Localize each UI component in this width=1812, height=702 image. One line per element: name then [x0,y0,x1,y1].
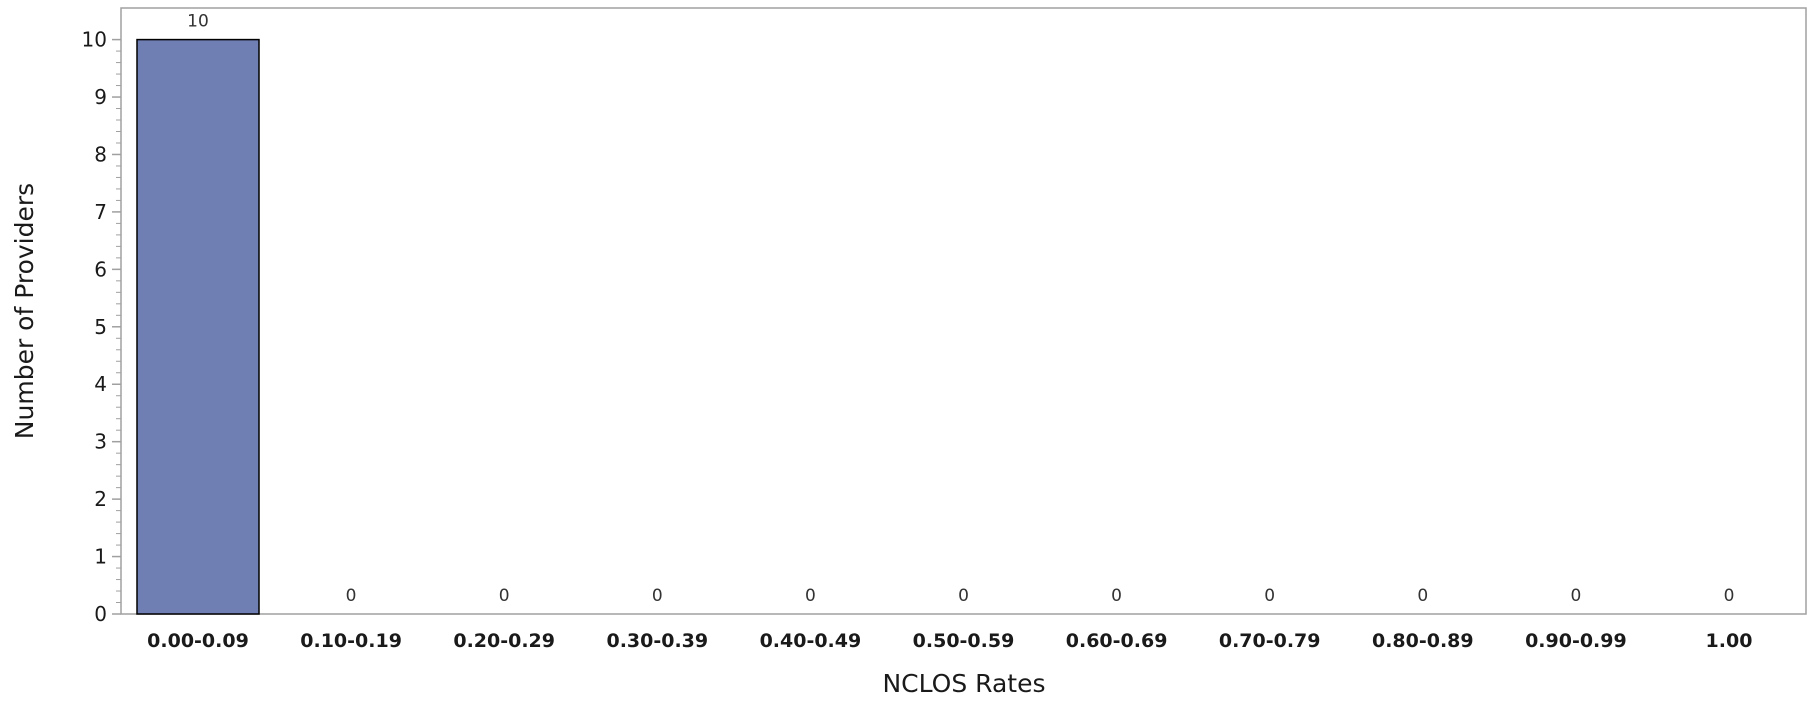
x-tick-label: 0.80-0.89 [1372,630,1474,652]
y-tick-label: 8 [94,142,107,166]
data-label: 0 [805,586,816,606]
y-tick-label: 7 [94,200,107,224]
y-axis-title: Number of Providers [10,183,39,439]
data-label: 10 [187,12,209,32]
y-tick-label: 4 [94,372,107,396]
x-axis-title: NCLOS Rates [882,669,1045,698]
x-tick-label: 0.20-0.29 [453,630,555,652]
data-label: 0 [1724,586,1735,606]
x-tick-label: 0.30-0.39 [606,630,708,652]
data-label: 0 [499,586,510,606]
x-tick-label: 0.60-0.69 [1066,630,1168,652]
x-tick-label: 1.00 [1706,630,1753,652]
data-label: 0 [1264,586,1275,606]
y-tick-label: 0 [94,602,107,626]
x-axis: 0.00-0.09 0.10-0.19 0.20-0.29 0.30-0.39 0.40… [147,630,1752,652]
x-tick-label: 0.70-0.79 [1219,630,1321,652]
x-tick-label: 0.10-0.19 [300,630,402,652]
data-label: 0 [1417,586,1428,606]
y-tick-label: 3 [94,430,107,454]
data-label: 0 [1570,586,1581,606]
x-tick-label: 0.00-0.09 [147,630,249,652]
data-label: 0 [958,586,969,606]
data-label: 0 [346,586,357,606]
bars [136,38,260,615]
x-tick-label: 0.90-0.99 [1525,630,1627,652]
data-labels: 10 0 0 0 0 0 0 0 0 0 0 [187,12,1734,606]
plot-frame [120,7,1807,615]
y-tick-label: 10 [82,28,107,52]
y-tick-label: 2 [94,487,107,511]
data-label: 0 [652,586,663,606]
x-tick-label: 0.40-0.49 [760,630,862,652]
x-tick-label: 0.50-0.59 [913,630,1015,652]
y-tick-label: 6 [94,257,107,281]
data-label: 0 [1111,586,1122,606]
bar [136,38,260,615]
y-tick-label: 1 [94,545,107,569]
y-tick-label: 9 [94,85,107,109]
y-axis: 0 1 2 3 4 5 6 7 8 9 10 [82,28,121,626]
y-tick-label: 5 [94,315,107,339]
